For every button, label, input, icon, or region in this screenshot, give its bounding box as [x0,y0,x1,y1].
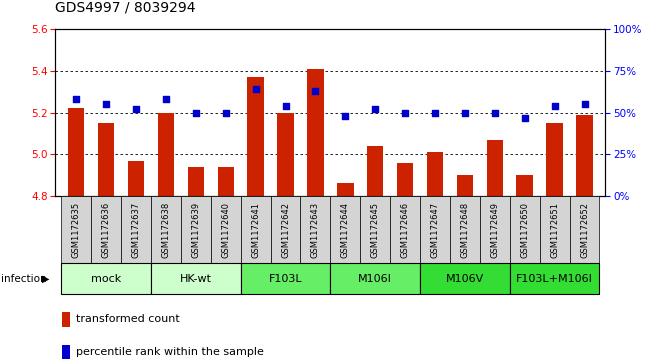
Bar [151,263,241,294]
Text: GSM1172651: GSM1172651 [550,201,559,258]
Point [460,110,470,115]
Text: GSM1172636: GSM1172636 [102,201,111,258]
Bar [570,196,600,263]
Text: ▶: ▶ [42,274,49,284]
Bar [337,183,353,196]
Point [519,115,530,121]
Bar [450,196,480,263]
Text: GSM1172637: GSM1172637 [132,201,141,258]
Bar [546,123,563,196]
Point [281,103,291,109]
Text: GSM1172649: GSM1172649 [490,201,499,258]
Bar [540,196,570,263]
Bar [61,196,91,263]
Bar [247,77,264,196]
Bar [121,196,151,263]
Text: F103L+M106I: F103L+M106I [516,274,593,284]
Bar [241,263,330,294]
Point [430,110,440,115]
Bar [576,115,592,196]
Text: M106I: M106I [358,274,392,284]
Bar [516,175,533,196]
Bar [427,152,443,196]
Bar [510,263,600,294]
Text: HK-wt: HK-wt [180,274,212,284]
Bar [420,196,450,263]
Text: GSM1172652: GSM1172652 [580,201,589,258]
Bar [367,146,383,196]
Point [311,88,321,94]
Point [221,110,231,115]
Text: M106V: M106V [446,274,484,284]
Text: F103L: F103L [269,274,302,284]
Text: infection: infection [1,274,46,284]
Text: GSM1172640: GSM1172640 [221,201,230,258]
Bar [151,196,181,263]
Bar [61,263,151,294]
Text: GSM1172639: GSM1172639 [191,201,201,258]
Point [191,110,201,115]
Point [579,101,590,107]
Text: GSM1172644: GSM1172644 [341,201,350,258]
Text: mock: mock [91,274,121,284]
Bar [187,167,204,196]
Text: GDS4997 / 8039294: GDS4997 / 8039294 [55,0,196,15]
Bar [480,196,510,263]
Bar [510,196,540,263]
Bar [211,196,241,263]
Point [251,86,261,92]
Text: GSM1172638: GSM1172638 [161,201,171,258]
Bar [330,263,420,294]
Text: GSM1172635: GSM1172635 [72,201,81,258]
Bar [330,196,360,263]
Bar [68,108,85,196]
Text: percentile rank within the sample: percentile rank within the sample [76,347,264,357]
Text: GSM1172643: GSM1172643 [311,201,320,258]
Text: GSM1172642: GSM1172642 [281,201,290,258]
Text: GSM1172646: GSM1172646 [400,201,409,258]
Bar [128,160,145,196]
Bar [91,196,121,263]
Point [400,110,410,115]
Bar [158,113,174,196]
Bar [271,196,301,263]
Text: GSM1172645: GSM1172645 [370,201,380,258]
Bar [307,69,324,196]
Point [71,96,81,102]
Text: GSM1172641: GSM1172641 [251,201,260,258]
Point [370,106,380,112]
Bar [301,196,330,263]
Bar [277,113,294,196]
Text: transformed count: transformed count [76,314,179,325]
Bar [181,196,211,263]
Bar [486,140,503,196]
Text: GSM1172650: GSM1172650 [520,201,529,258]
Point [490,110,500,115]
Point [340,113,350,119]
Text: GSM1172647: GSM1172647 [430,201,439,258]
Bar [360,196,390,263]
Point [131,106,141,112]
Point [161,96,171,102]
Bar [397,163,413,196]
Bar [217,167,234,196]
Point [549,103,560,109]
Point [101,101,111,107]
Bar [98,123,115,196]
Bar [420,263,510,294]
Bar [457,175,473,196]
Bar [390,196,420,263]
Text: GSM1172648: GSM1172648 [460,201,469,258]
Bar [241,196,271,263]
